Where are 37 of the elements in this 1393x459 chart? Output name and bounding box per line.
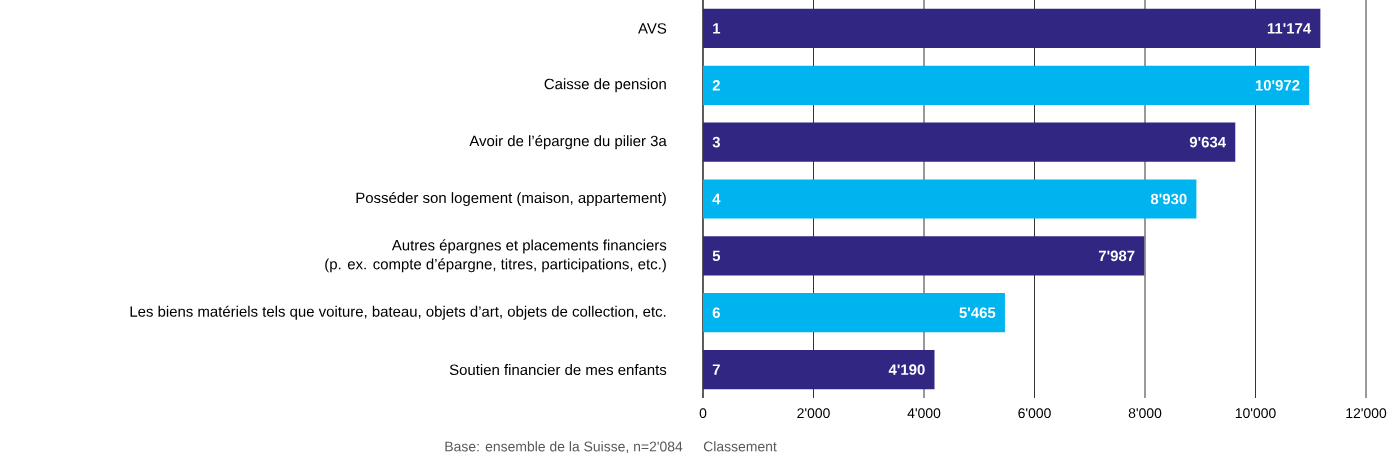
y-tick-label: Autres épargnes et placements financiers (p. ex. compte d’épargne, titres, participations, etc.) [325, 239, 667, 273]
bar [703, 122, 1236, 162]
bar [703, 8, 1321, 49]
annotation: 2 [712, 80, 720, 91]
y-tick-label: Caisse de pension [544, 78, 666, 93]
annotation: 4 [712, 193, 721, 205]
x-axis-title: Classement [703, 441, 777, 452]
data-label: 11'174 [1267, 23, 1312, 34]
x-tick-label: 8'000 [1128, 408, 1162, 419]
bar [703, 65, 1310, 105]
annotation: 5 [712, 250, 721, 262]
y-tick-label: Les biens matériels tels que voiture, bateau, objets d’art, objets de collection, etc. [130, 305, 666, 320]
x-tick-label: 12'000 [1346, 408, 1387, 419]
data-label: 10'972 [1255, 80, 1300, 91]
bar [703, 236, 1145, 276]
x-tick-label: 4'000 [907, 408, 941, 419]
y-tick-label: AVS [638, 23, 667, 34]
data-label: 9'634 [1189, 136, 1227, 148]
bar [703, 179, 1197, 219]
x-tick-label: 0 [699, 408, 707, 419]
x-tick-label: 10'000 [1235, 408, 1276, 419]
annotation: 7 [712, 364, 720, 375]
y-tick-label: Soutien financier de mes enfants [449, 364, 667, 376]
x-tick-label: 6'000 [1018, 408, 1051, 419]
x-tick-label: 2'000 [797, 408, 830, 419]
annotation: 3 [712, 136, 720, 148]
data-label: 4'190 [888, 364, 925, 375]
annotation: 6 [712, 307, 720, 318]
data-label: 7'987 [1098, 250, 1135, 262]
y-tick-label: Avoir de l’épargne du pilier 3a [469, 135, 667, 150]
data-label: 5'465 [959, 307, 996, 318]
bar [703, 349, 935, 390]
y-tick-label: Posséder son logement (maison, appartement) [356, 191, 666, 207]
text: Base: ensemble de la Suisse, n=2'084 [445, 441, 683, 454]
annotation: 1 [713, 23, 721, 34]
data-label: 8'930 [1150, 193, 1187, 205]
bar [703, 293, 1005, 333]
